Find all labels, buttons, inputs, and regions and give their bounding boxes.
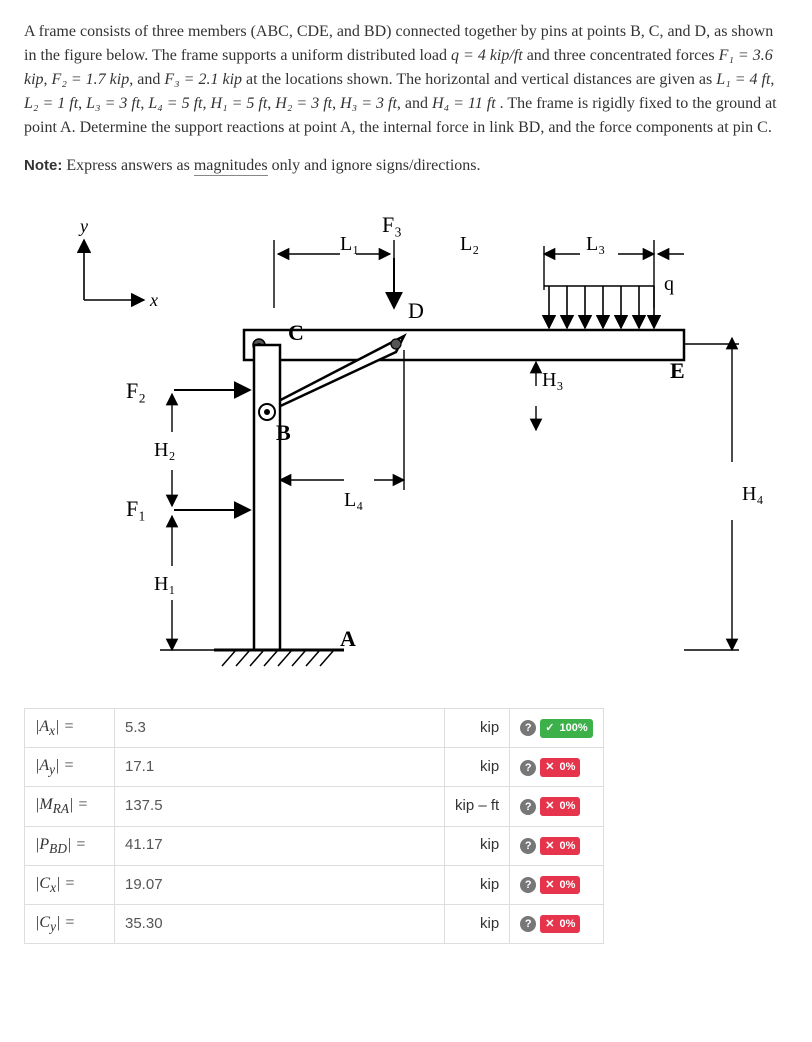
answer-unit: kip: [445, 904, 510, 943]
correct-badge: ✓ 100%: [540, 719, 592, 738]
answer-row: |Ay| =17.1kip?✕ 0%: [25, 748, 604, 787]
frame-figure: y x L₁ L₂ L₃ F₃ D q C E: [44, 200, 764, 690]
load-f2: F₂: [126, 378, 146, 403]
eq-l2: L₂ = 1 ft: [24, 95, 78, 112]
eq-h3: H₃ = 3 ft: [340, 95, 397, 112]
dim-l1: L₁: [340, 233, 359, 255]
text-b: and three concentrated forces: [527, 47, 719, 64]
incorrect-badge: ✕ 0%: [540, 797, 580, 816]
member-abc: [254, 345, 280, 650]
eq-h2: H₂ = 3 ft: [275, 95, 332, 112]
answer-label: |Cx| =: [25, 865, 115, 904]
incorrect-badge: ✕ 0%: [540, 876, 580, 895]
answer-row: |MRA| =137.5kip – ft?✕ 0%: [25, 787, 604, 826]
answer-row: |Ax| =5.3kip?✓ 100%: [25, 709, 604, 748]
note-text-b: only and ignore signs/directions.: [272, 157, 481, 174]
answer-label: |MRA| =: [25, 787, 115, 826]
answer-status: ?✕ 0%: [510, 904, 603, 943]
answers-table: |Ax| =5.3kip?✓ 100%|Ay| =17.1kip?✕ 0%|MR…: [24, 708, 604, 944]
load-f1: F₁: [126, 496, 146, 521]
dim-h4: H₄: [742, 483, 763, 505]
dim-l4: L₄: [344, 489, 363, 511]
point-b: B: [276, 420, 291, 445]
answer-value[interactable]: 137.5: [115, 787, 445, 826]
eq-l4: L₄ = 5 ft: [148, 95, 202, 112]
point-c: C: [288, 320, 304, 345]
answer-value[interactable]: 17.1: [115, 748, 445, 787]
fixed-support-hatch: [222, 650, 334, 666]
dim-l2: L₂: [460, 233, 479, 255]
dim-h2: H₂: [154, 439, 175, 461]
eq-l3: L₃ = 3 ft: [86, 95, 140, 112]
note-label: Note:: [24, 157, 62, 174]
answer-label: |Ay| =: [25, 748, 115, 787]
answer-label: |Cy| =: [25, 904, 115, 943]
answer-status: ?✕ 0%: [510, 787, 603, 826]
help-icon[interactable]: ?: [520, 760, 536, 776]
help-icon[interactable]: ?: [520, 720, 536, 736]
answer-unit: kip – ft: [445, 787, 510, 826]
incorrect-badge: ✕ 0%: [540, 915, 580, 934]
point-a: A: [340, 626, 356, 651]
answer-status: ?✕ 0%: [510, 865, 603, 904]
answer-status: ?✓ 100%: [510, 709, 603, 748]
answer-row: |Cx| =19.07kip?✕ 0%: [25, 865, 604, 904]
point-d: D: [408, 298, 424, 323]
dim-h3: H₃: [542, 369, 563, 391]
answer-value[interactable]: 35.30: [115, 904, 445, 943]
help-icon[interactable]: ?: [520, 877, 536, 893]
answer-label: |Ax| =: [25, 709, 115, 748]
answer-unit: kip: [445, 709, 510, 748]
note-underlined: magnitudes: [194, 157, 268, 176]
dim-h1: H₁: [154, 573, 175, 595]
answer-value[interactable]: 19.07: [115, 865, 445, 904]
text-c: at the locations shown. The horizontal a…: [246, 71, 716, 88]
answer-row: |Cy| =35.30kip?✕ 0%: [25, 904, 604, 943]
answer-unit: kip: [445, 865, 510, 904]
answer-status: ?✕ 0%: [510, 748, 603, 787]
help-icon[interactable]: ?: [520, 838, 536, 854]
help-icon[interactable]: ?: [520, 799, 536, 815]
member-cde: [244, 330, 684, 360]
load-q: q: [664, 273, 674, 295]
load-f3: F₃: [382, 212, 402, 237]
dim-l3: L₃: [586, 233, 605, 255]
answer-row: |PBD| =41.17kip?✕ 0%: [25, 826, 604, 865]
eq-q: q = 4 kip/ft: [451, 47, 523, 64]
answer-value[interactable]: 5.3: [115, 709, 445, 748]
note-line: Note: Express answers as magnitudes only…: [24, 154, 788, 178]
eq-f3: F₃ = 2.1 kip: [164, 71, 242, 88]
answer-status: ?✕ 0%: [510, 826, 603, 865]
problem-statement: A frame consists of three members (ABC, …: [24, 20, 788, 140]
answer-unit: kip: [445, 826, 510, 865]
answer-label: |PBD| =: [25, 826, 115, 865]
answer-unit: kip: [445, 748, 510, 787]
help-icon[interactable]: ?: [520, 916, 536, 932]
eq-h1: H₁ = 5 ft: [210, 95, 267, 112]
answer-value[interactable]: 41.17: [115, 826, 445, 865]
point-e: E: [670, 358, 685, 383]
note-text-a: Express answers as: [66, 157, 194, 174]
incorrect-badge: ✕ 0%: [540, 837, 580, 856]
eq-h4: H₄ = 11 ft: [432, 95, 496, 112]
eq-l1: L₁ = 4 ft: [716, 71, 770, 88]
figure-container: y x L₁ L₂ L₃ F₃ D q C E: [24, 200, 788, 690]
eq-f2: F₂ = 1.7 kip: [52, 71, 130, 88]
axis-y-label: y: [78, 216, 88, 236]
incorrect-badge: ✕ 0%: [540, 758, 580, 777]
axis-x-label: x: [149, 290, 158, 310]
